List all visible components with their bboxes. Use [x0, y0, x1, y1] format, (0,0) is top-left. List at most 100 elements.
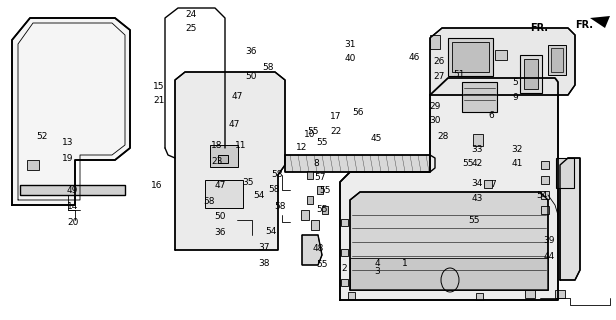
Text: 58: 58 — [275, 202, 286, 211]
Bar — [525, 290, 535, 298]
Text: 55: 55 — [469, 216, 480, 225]
Text: 38: 38 — [258, 259, 269, 268]
Bar — [495, 50, 507, 60]
Bar — [307, 196, 313, 204]
Text: 55: 55 — [316, 260, 327, 269]
Polygon shape — [560, 158, 580, 280]
Text: 34: 34 — [472, 179, 483, 188]
Text: 51: 51 — [453, 70, 464, 79]
Text: 15: 15 — [153, 82, 164, 91]
Text: 58: 58 — [262, 63, 274, 72]
Bar — [541, 191, 549, 199]
Text: 9: 9 — [512, 93, 518, 102]
Bar — [322, 206, 328, 214]
Text: 13: 13 — [62, 138, 73, 147]
Polygon shape — [175, 72, 285, 250]
Text: 3: 3 — [374, 267, 380, 276]
Bar — [477, 292, 484, 300]
Text: 29: 29 — [429, 102, 440, 111]
Bar — [452, 42, 489, 72]
Text: 42: 42 — [472, 159, 483, 168]
Text: 47: 47 — [232, 92, 243, 100]
Text: 37: 37 — [258, 243, 269, 252]
Text: 20: 20 — [67, 218, 78, 227]
Text: 35: 35 — [242, 178, 253, 187]
Bar — [462, 82, 497, 112]
Text: 56: 56 — [353, 108, 364, 116]
Text: 14: 14 — [67, 202, 78, 211]
Text: 8: 8 — [314, 159, 320, 168]
Text: FR.: FR. — [575, 20, 593, 30]
Text: 21: 21 — [153, 96, 164, 105]
Bar — [27, 160, 39, 170]
Text: 52: 52 — [36, 132, 47, 140]
Bar — [349, 292, 355, 299]
Bar — [430, 35, 440, 49]
Text: 18: 18 — [211, 141, 222, 150]
Bar — [341, 249, 349, 255]
Text: 45: 45 — [370, 134, 381, 143]
Text: 33: 33 — [472, 145, 483, 154]
Text: 22: 22 — [330, 127, 341, 136]
Polygon shape — [20, 185, 125, 195]
Text: 50: 50 — [215, 212, 226, 221]
Bar — [311, 220, 319, 230]
Bar — [205, 180, 243, 208]
Text: 10: 10 — [304, 130, 315, 139]
Polygon shape — [350, 192, 548, 290]
Text: 36: 36 — [246, 47, 257, 56]
Text: 28: 28 — [438, 132, 449, 141]
Text: 32: 32 — [512, 145, 523, 154]
Text: 30: 30 — [429, 116, 440, 125]
Bar — [541, 176, 549, 184]
Text: 43: 43 — [472, 194, 483, 203]
Text: 27: 27 — [433, 72, 444, 81]
Bar — [548, 45, 566, 75]
Bar — [473, 134, 483, 146]
Polygon shape — [285, 155, 435, 172]
Bar — [484, 180, 492, 188]
Text: 58: 58 — [269, 185, 280, 194]
Bar — [541, 161, 549, 169]
Text: FR.: FR. — [530, 23, 549, 33]
Text: 16: 16 — [152, 181, 163, 190]
Text: 49: 49 — [67, 186, 78, 195]
Text: 12: 12 — [296, 143, 307, 152]
Text: 26: 26 — [433, 57, 444, 66]
Text: 50: 50 — [246, 72, 257, 81]
Text: 54: 54 — [253, 191, 264, 200]
Text: 6: 6 — [488, 111, 495, 120]
Bar — [448, 38, 493, 76]
Bar — [317, 186, 323, 194]
Polygon shape — [430, 28, 575, 95]
Text: 36: 36 — [215, 228, 226, 237]
Bar — [341, 278, 349, 285]
Text: 58: 58 — [272, 170, 283, 179]
Text: 41: 41 — [512, 159, 523, 168]
Bar — [307, 171, 313, 179]
Text: 55: 55 — [316, 138, 327, 147]
Text: 39: 39 — [544, 236, 555, 245]
Text: 54: 54 — [537, 191, 548, 200]
Text: 55: 55 — [307, 127, 318, 136]
Text: 48: 48 — [312, 244, 323, 253]
Bar — [555, 290, 565, 298]
Polygon shape — [590, 16, 610, 28]
Text: 23: 23 — [211, 157, 222, 166]
Bar — [218, 155, 228, 163]
Text: 7: 7 — [490, 180, 496, 189]
Bar — [301, 210, 309, 220]
Bar — [520, 55, 542, 93]
Text: 55: 55 — [316, 205, 327, 214]
Text: 19: 19 — [62, 154, 73, 163]
Bar — [210, 145, 238, 167]
Bar — [341, 219, 349, 226]
Text: 54: 54 — [265, 227, 277, 236]
Text: 5: 5 — [512, 78, 518, 87]
Text: 47: 47 — [215, 181, 226, 190]
Text: 55: 55 — [463, 159, 474, 168]
Bar — [350, 258, 548, 290]
Text: 46: 46 — [408, 53, 419, 62]
Text: 11: 11 — [235, 141, 246, 150]
Text: 55: 55 — [320, 186, 331, 195]
